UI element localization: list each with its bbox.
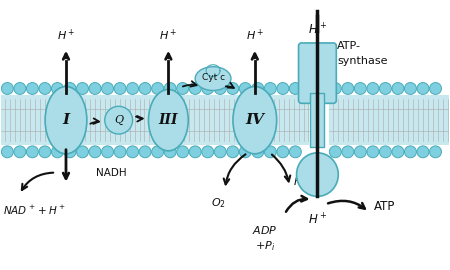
Circle shape <box>227 83 239 94</box>
Circle shape <box>264 83 276 94</box>
Circle shape <box>164 146 176 158</box>
Circle shape <box>89 83 101 94</box>
Text: synthase: synthase <box>338 56 388 66</box>
Circle shape <box>1 146 14 158</box>
Circle shape <box>139 83 151 94</box>
Circle shape <box>277 146 289 158</box>
Circle shape <box>152 146 164 158</box>
Circle shape <box>76 146 89 158</box>
Text: Q: Q <box>114 115 123 125</box>
Circle shape <box>289 83 302 94</box>
Text: $H^+$: $H^+$ <box>308 212 327 228</box>
Text: $H^+$: $H^+$ <box>246 28 264 43</box>
Text: IV: IV <box>245 113 264 127</box>
Circle shape <box>252 146 264 158</box>
Bar <box>310 93 324 147</box>
Ellipse shape <box>148 89 188 151</box>
Circle shape <box>405 146 416 158</box>
Ellipse shape <box>297 153 338 196</box>
Circle shape <box>189 146 201 158</box>
Circle shape <box>239 146 251 158</box>
Circle shape <box>14 146 26 158</box>
Circle shape <box>379 83 392 94</box>
Circle shape <box>1 83 14 94</box>
Bar <box>329 95 449 145</box>
Ellipse shape <box>45 86 87 154</box>
Circle shape <box>189 83 201 94</box>
Text: ATP-: ATP- <box>338 41 361 51</box>
Circle shape <box>417 146 429 158</box>
Circle shape <box>114 146 126 158</box>
Circle shape <box>367 146 379 158</box>
Text: Cyt c: Cyt c <box>202 73 225 82</box>
Ellipse shape <box>195 67 231 90</box>
Circle shape <box>289 146 302 158</box>
Circle shape <box>277 83 289 94</box>
Circle shape <box>126 146 139 158</box>
Circle shape <box>252 83 264 94</box>
Circle shape <box>102 83 113 94</box>
Text: I: I <box>63 113 70 127</box>
Bar <box>1 95 310 145</box>
Circle shape <box>342 146 354 158</box>
Text: $ADP$: $ADP$ <box>252 224 278 236</box>
Circle shape <box>392 146 404 158</box>
Circle shape <box>51 83 63 94</box>
Text: $H_2O$: $H_2O$ <box>292 176 316 190</box>
Circle shape <box>27 83 38 94</box>
Circle shape <box>214 83 226 94</box>
Circle shape <box>355 146 366 158</box>
Circle shape <box>102 146 113 158</box>
Circle shape <box>105 106 133 134</box>
Circle shape <box>114 83 126 94</box>
Circle shape <box>329 83 341 94</box>
Circle shape <box>164 83 176 94</box>
Circle shape <box>177 146 189 158</box>
Text: $H^+$: $H^+$ <box>57 28 75 43</box>
Circle shape <box>89 146 101 158</box>
Circle shape <box>139 146 151 158</box>
Text: $NAD^+ + H^+$: $NAD^+ + H^+$ <box>4 204 66 217</box>
Circle shape <box>14 83 26 94</box>
Text: $O_2$: $O_2$ <box>211 196 225 210</box>
Circle shape <box>342 83 354 94</box>
Text: ATP: ATP <box>374 200 396 213</box>
Circle shape <box>430 83 441 94</box>
Text: $H^+$: $H^+$ <box>308 23 327 38</box>
Circle shape <box>405 83 416 94</box>
Circle shape <box>367 83 379 94</box>
Ellipse shape <box>233 86 277 154</box>
Circle shape <box>379 146 392 158</box>
Circle shape <box>239 83 251 94</box>
Circle shape <box>430 146 441 158</box>
Circle shape <box>39 83 51 94</box>
Circle shape <box>64 83 76 94</box>
Circle shape <box>355 83 366 94</box>
Text: $+ P_i$: $+ P_i$ <box>255 239 275 253</box>
Circle shape <box>329 146 341 158</box>
Circle shape <box>152 83 164 94</box>
Circle shape <box>417 83 429 94</box>
Circle shape <box>177 83 189 94</box>
Circle shape <box>76 83 89 94</box>
Text: III: III <box>158 113 178 127</box>
Circle shape <box>27 146 38 158</box>
Text: NADH: NADH <box>96 168 126 178</box>
Circle shape <box>202 146 214 158</box>
Circle shape <box>51 146 63 158</box>
Circle shape <box>126 83 139 94</box>
Circle shape <box>392 83 404 94</box>
Circle shape <box>39 146 51 158</box>
Circle shape <box>64 146 76 158</box>
Circle shape <box>227 146 239 158</box>
FancyBboxPatch shape <box>298 43 336 103</box>
Circle shape <box>214 146 226 158</box>
Text: $H^+$: $H^+$ <box>159 28 177 43</box>
Circle shape <box>264 146 276 158</box>
Circle shape <box>202 83 214 94</box>
